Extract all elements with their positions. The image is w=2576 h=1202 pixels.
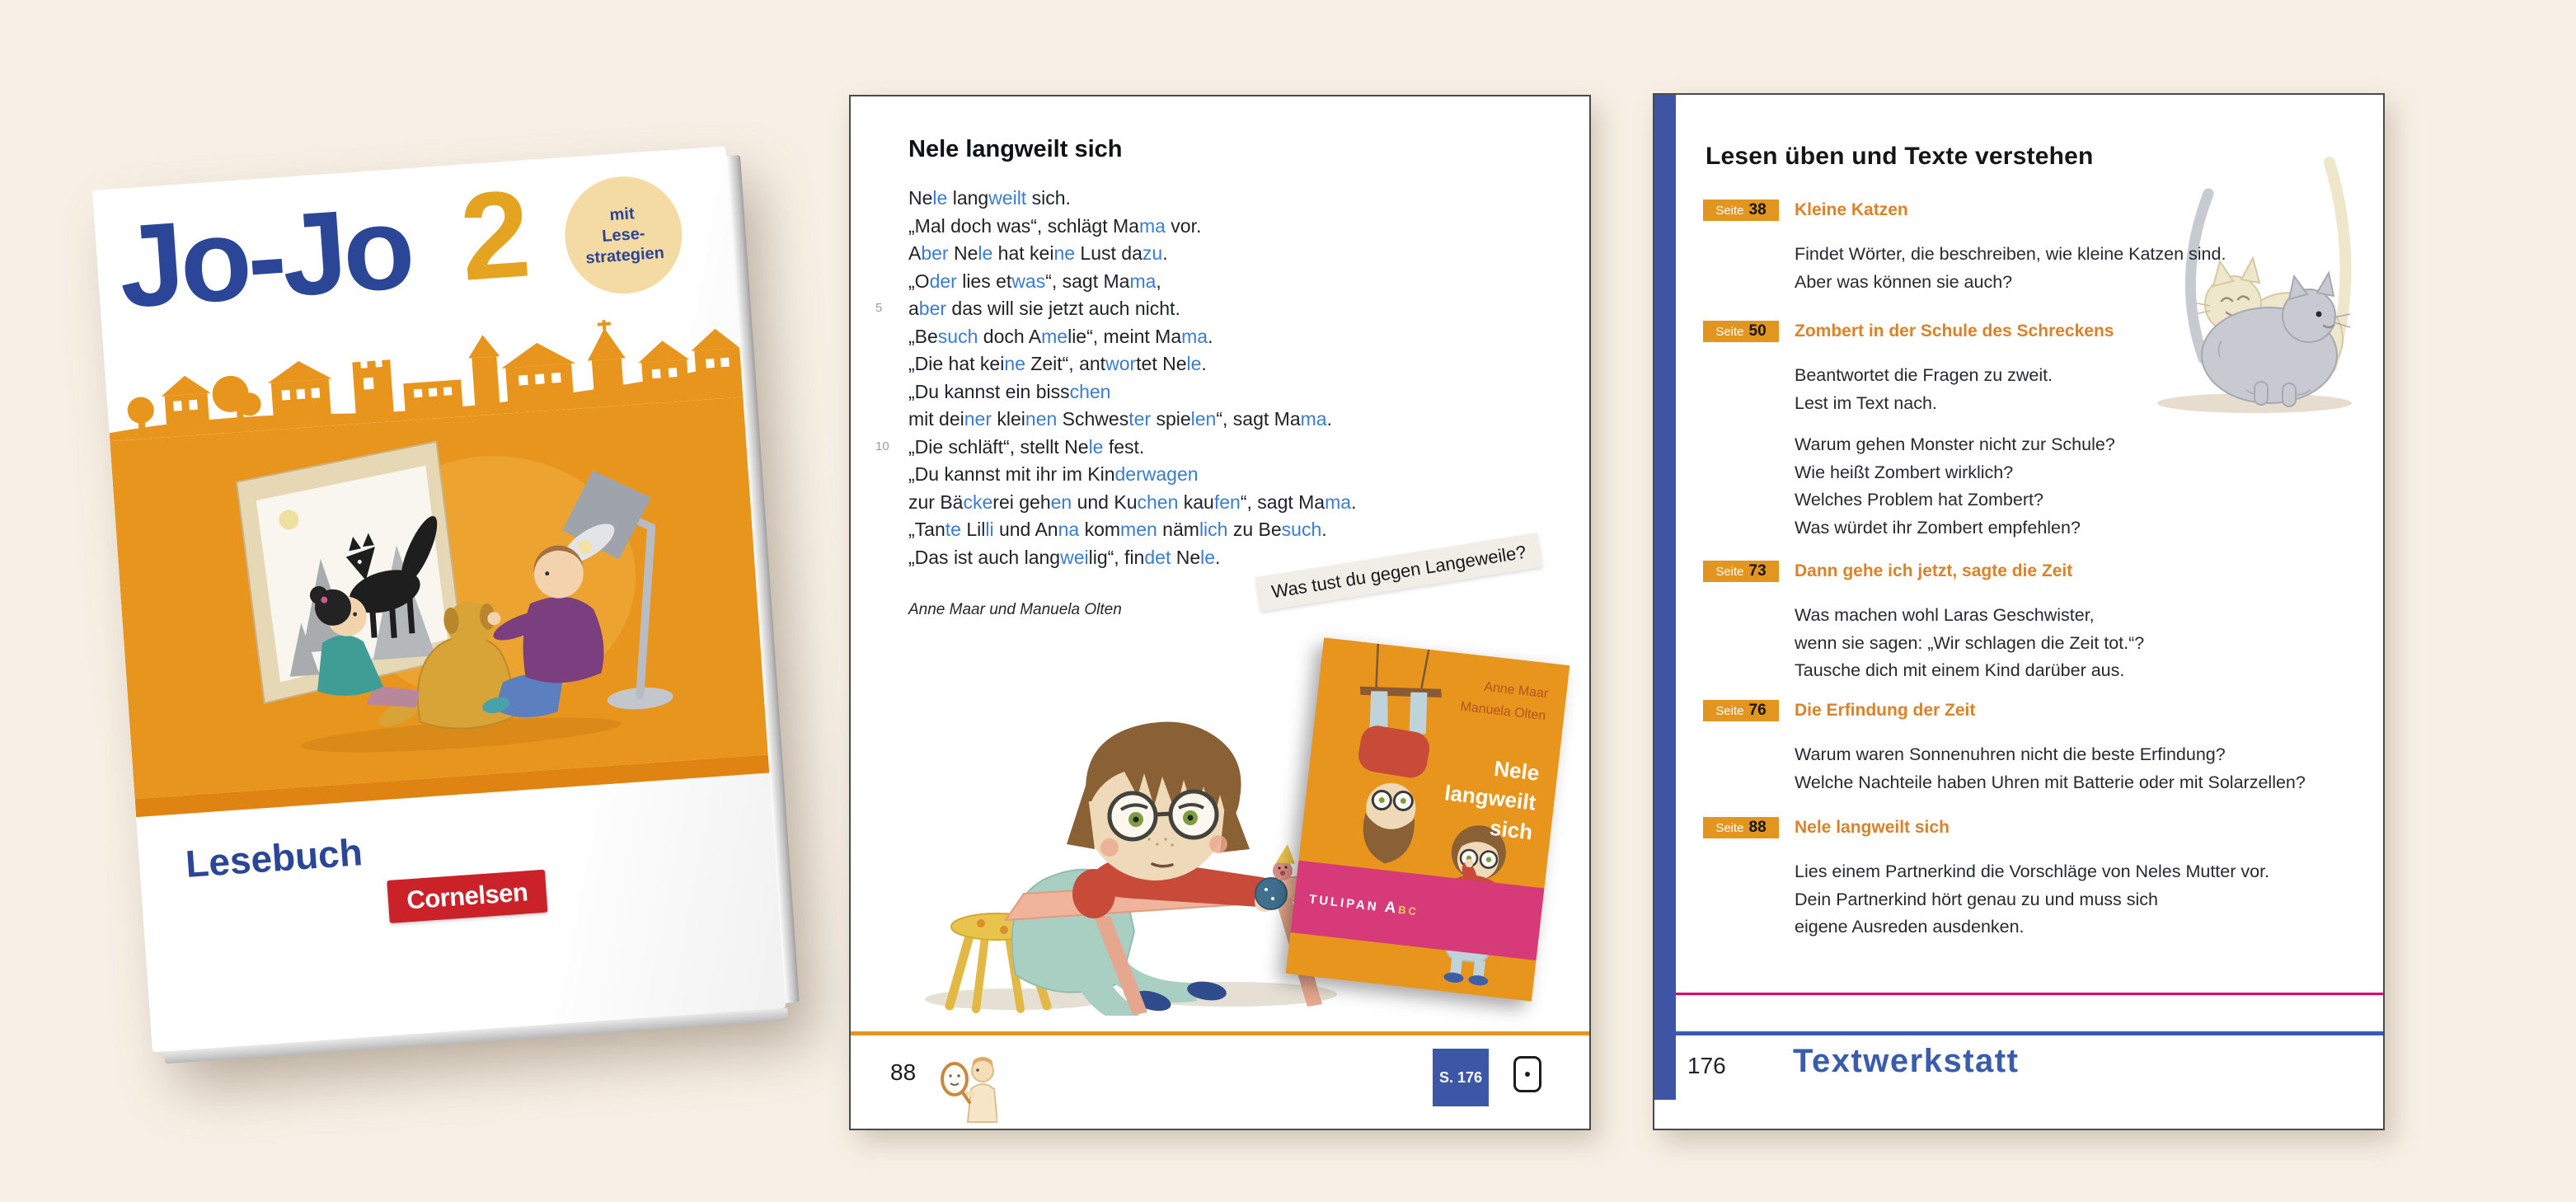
page-number: 176 [1687,1053,1726,1078]
town-skyline-illustration [109,319,744,442]
toc-section-heading: Nele langweilt sich [1795,818,1950,837]
toc-section-heading: Kleine Katzen [1795,200,1908,219]
story-line-number: 10 [875,439,889,453]
two-cats-illustration [2157,157,2352,413]
story-line: mit deiner kleinen Schwester spielen“, s… [908,408,1332,430]
story-line: Nele langweilt sich. [908,187,1071,209]
toc-section-heading: Dann gehe ich jetzt, sagte die Zeit [1795,561,2073,580]
bored-girl-at-table-illustration [925,721,1345,1016]
footer-line-blue [1676,1031,2383,1035]
thumb-authors: Anne Maar Manuela Olten [1459,674,1550,727]
note-box-icon [1513,1056,1541,1092]
toc-section-heading: Die Erfindung der Zeit [1795,701,1976,720]
page-badge: Seite 50 [1703,321,1779,342]
toc-title: Lesen üben und Texte verstehen [1706,143,2094,170]
toc-line: Lies einem Partnerkind die Vorschläge vo… [1795,862,2270,881]
page-number: 88 [890,1059,917,1085]
story-author: Anne Maar und Manuela Olten [908,601,1122,618]
cover-series-title: Jo-Jo [115,181,415,333]
page-badge: Seite 38 [1703,200,1779,221]
toc-line: Tausche dich mit einem Kind darüber aus. [1795,660,2125,680]
toc-line: Lest im Text nach. [1795,392,1937,413]
partner-mirror-icon [941,1057,997,1123]
shadow-theater-illustration [235,440,673,753]
story-line: „Besuch doch Amelie“, meint Mama. [908,325,1213,347]
thumb-title: Nele langweilt sich [1443,755,1541,845]
story-line: „Du kannst ein bisschen [908,380,1111,402]
page-reference-badge: S. 176 [1433,1049,1489,1106]
footer-rule [851,1031,1589,1035]
toc-section-body: Warum waren Sonnenuhren nicht die beste … [1795,741,2306,796]
story-line: „Die hat keine Zeit“, antwortet Nele. [908,353,1207,374]
story-line: „Die schläft“, stellt Nele fest. [908,435,1145,458]
book-cover-3d: Jo-Jo 2 mit Lese- strategien [92,146,800,1064]
page-badge: Seite 76 [1703,700,1779,721]
toc-line: Warum gehen Monster nicht zur Schule? [1795,434,2115,454]
story-line: „Das ist auch langweilig“, findet Nele. [908,546,1221,568]
page-badge: Seite 88 [1703,817,1779,838]
toc-line: Beantwortet die Fragen zu zweit. [1795,365,2053,385]
story-title: Nele langweilt sich [908,136,1123,162]
toc-line: Welche Nachteile haben Uhren mit Batteri… [1795,772,2306,792]
toc-line: Aber was können sie auch? [1795,271,2013,292]
toc-section-body: Beantwortet die Fragen zu zweit. Lest im … [1795,362,2115,542]
story-line: „Du kannst mit ihr im Kinderwagen [908,463,1199,485]
badge-line: mit [608,204,636,224]
toc-line: wenn sie sagen: „Wir schlagen die Zeit t… [1795,632,2145,653]
footer-line-magenta [1676,993,2383,995]
toc-section-body: Findet Wörter, die beschreiben, wie klei… [1795,241,2226,296]
toc-line: Wie heißt Zombert wirklich? [1795,462,2014,482]
story-line-number: 5 [875,301,883,315]
story-page: Nele langweilt sich Nele langweilt sich.… [849,95,1591,1130]
book-front-cover: Jo-Jo 2 mit Lese- strategien [92,146,786,1053]
toc-page: Lesen üben und Texte verstehen Seite 38 Kl… [1653,93,2385,1130]
toc-section-body: Was machen wohl Laras Geschwister, wenn s… [1795,602,2144,685]
toc-line: Was machen wohl Laras Geschwister, [1795,605,2095,625]
cover-badge: mit Lese- strategien [561,172,687,298]
cover-subtitle: Lesebuch [184,830,364,886]
chapter-footer-label: Textwerkstatt [1793,1043,2020,1079]
badge-line: strategien [584,243,665,267]
story-line: „Mal doch was“, schlägt Mama vor. [908,214,1202,237]
toc-line: eigene Ausreden ausdenken. [1795,917,2025,937]
toc-section-heading: Zombert in der Schule des Schreckens [1795,322,2114,340]
toc-line: Warum waren Sonnenuhren nicht die beste … [1795,744,2226,764]
story-line: „Oder lies etwas“, sagt Mama, [908,270,1161,292]
story-line: zur Bäckerei gehen und Kuchen kaufen“, s… [908,491,1357,513]
publisher-logo: Cornelsen [387,869,548,923]
story-text: Nele langweilt sich. „Mal doch was“, schl… [908,185,1436,571]
toc-line: Was würdet ihr Zombert empfehlen? [1795,517,2081,538]
cover-grade-number: 2 [456,163,535,307]
thumb-book-cover: Anne Maar Manuela Olten Nele langweilt s… [1285,637,1570,1002]
story-line: „Tante Lilli und Anna kommen nämlich zu … [908,519,1327,540]
toc-section-body: Lies einem Partnerkind die Vorschläge vo… [1795,858,2269,941]
toc-line: Dein Partnerkind hört genau zu und muss … [1795,889,2158,909]
toc-line: Findet Wörter, die beschreiben, wie klei… [1795,244,2226,264]
toc-line: Welches Problem hat Zombert? [1795,490,2043,509]
chapter-color-bar [1654,95,1676,1100]
story-line: aber das will sie jetzt auch nicht. [908,298,1180,319]
page-badge: Seite 73 [1703,561,1779,582]
cover-orange-panel [110,397,768,800]
story-line: Aber Nele hat keine Lust dazu. [908,242,1168,264]
badge-line: Lese- [601,223,646,246]
